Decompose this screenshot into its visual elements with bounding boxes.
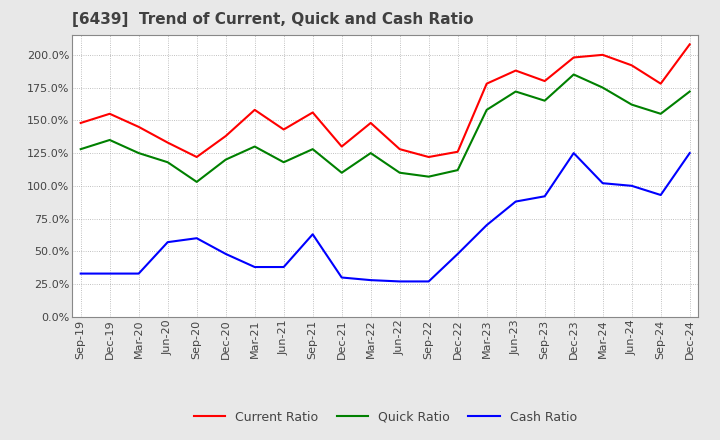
Cash Ratio	[627, 183, 636, 188]
Quick Ratio	[541, 98, 549, 103]
Current Ratio	[657, 81, 665, 86]
Quick Ratio	[685, 89, 694, 94]
Cash Ratio	[163, 239, 172, 245]
Current Ratio	[251, 107, 259, 113]
Quick Ratio	[598, 85, 607, 90]
Cash Ratio	[395, 279, 404, 284]
Line: Cash Ratio: Cash Ratio	[81, 153, 690, 282]
Current Ratio	[366, 120, 375, 125]
Cash Ratio	[482, 223, 491, 228]
Quick Ratio	[338, 170, 346, 176]
Quick Ratio	[366, 150, 375, 156]
Current Ratio	[541, 78, 549, 84]
Text: [6439]  Trend of Current, Quick and Cash Ratio: [6439] Trend of Current, Quick and Cash …	[72, 12, 474, 27]
Cash Ratio	[135, 271, 143, 276]
Cash Ratio	[511, 199, 520, 204]
Current Ratio	[338, 144, 346, 149]
Current Ratio	[454, 149, 462, 154]
Cash Ratio	[424, 279, 433, 284]
Current Ratio	[192, 154, 201, 160]
Current Ratio	[627, 62, 636, 68]
Cash Ratio	[76, 271, 85, 276]
Cash Ratio	[598, 180, 607, 186]
Current Ratio	[163, 140, 172, 145]
Quick Ratio	[163, 160, 172, 165]
Current Ratio	[308, 110, 317, 115]
Quick Ratio	[511, 89, 520, 94]
Cash Ratio	[454, 251, 462, 257]
Current Ratio	[424, 154, 433, 160]
Current Ratio	[279, 127, 288, 132]
Current Ratio	[598, 52, 607, 58]
Current Ratio	[105, 111, 114, 117]
Quick Ratio	[105, 137, 114, 143]
Line: Current Ratio: Current Ratio	[81, 44, 690, 157]
Current Ratio	[135, 124, 143, 129]
Current Ratio	[221, 133, 230, 139]
Quick Ratio	[627, 102, 636, 107]
Current Ratio	[570, 55, 578, 60]
Current Ratio	[76, 120, 85, 125]
Cash Ratio	[541, 194, 549, 199]
Cash Ratio	[192, 235, 201, 241]
Cash Ratio	[279, 264, 288, 270]
Current Ratio	[511, 68, 520, 73]
Quick Ratio	[482, 107, 491, 113]
Current Ratio	[685, 42, 694, 47]
Quick Ratio	[424, 174, 433, 179]
Cash Ratio	[251, 264, 259, 270]
Quick Ratio	[308, 147, 317, 152]
Quick Ratio	[657, 111, 665, 117]
Quick Ratio	[192, 179, 201, 184]
Cash Ratio	[338, 275, 346, 280]
Current Ratio	[482, 81, 491, 86]
Quick Ratio	[76, 147, 85, 152]
Current Ratio	[395, 147, 404, 152]
Cash Ratio	[308, 231, 317, 237]
Cash Ratio	[221, 251, 230, 257]
Cash Ratio	[657, 192, 665, 198]
Quick Ratio	[221, 157, 230, 162]
Quick Ratio	[279, 160, 288, 165]
Quick Ratio	[395, 170, 404, 176]
Line: Quick Ratio: Quick Ratio	[81, 74, 690, 182]
Cash Ratio	[685, 150, 694, 156]
Quick Ratio	[570, 72, 578, 77]
Quick Ratio	[135, 150, 143, 156]
Cash Ratio	[570, 150, 578, 156]
Cash Ratio	[105, 271, 114, 276]
Cash Ratio	[366, 278, 375, 283]
Legend: Current Ratio, Quick Ratio, Cash Ratio: Current Ratio, Quick Ratio, Cash Ratio	[189, 406, 582, 429]
Quick Ratio	[454, 168, 462, 173]
Quick Ratio	[251, 144, 259, 149]
